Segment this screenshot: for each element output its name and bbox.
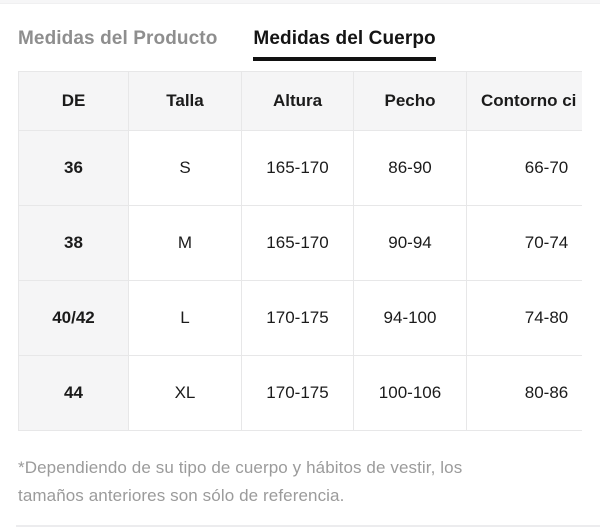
cell-pecho: 90-94 xyxy=(353,205,467,281)
cell-de: 44 xyxy=(18,355,129,431)
table-header-row: DE Talla Altura Pecho Contorno ci xyxy=(18,71,582,131)
cell-de: 36 xyxy=(18,130,129,206)
column-header-de: DE xyxy=(18,71,129,131)
cell-talla: XL xyxy=(128,355,242,431)
table-row: 36 S 165-170 86-90 66-70 xyxy=(18,130,582,206)
table-row: 38 M 165-170 90-94 70-74 xyxy=(18,205,582,281)
cell-pecho: 86-90 xyxy=(353,130,467,206)
cell-contorno: 80-86 xyxy=(466,355,582,431)
cell-contorno: 66-70 xyxy=(466,130,582,206)
disclaimer-line-2: tamaños anteriores son sólo de referenci… xyxy=(18,486,345,505)
cell-altura: 165-170 xyxy=(241,205,354,281)
bottom-divider-line xyxy=(16,525,600,527)
cell-altura: 170-175 xyxy=(241,355,354,431)
column-header-contorno: Contorno ci xyxy=(466,71,582,131)
column-header-altura: Altura xyxy=(241,71,354,131)
cell-talla: M xyxy=(128,205,242,281)
cell-altura: 165-170 xyxy=(241,130,354,206)
column-header-pecho: Pecho xyxy=(353,71,467,131)
cell-de: 40/42 xyxy=(18,280,129,356)
tab-product-measurements[interactable]: Medidas del Producto xyxy=(18,28,218,49)
size-guide-panel: Medidas del Producto Medidas del Cuerpo … xyxy=(0,4,600,510)
top-divider-strip xyxy=(0,0,600,4)
table-row: 40/42 L 170-175 94-100 74-80 xyxy=(18,280,582,356)
cell-contorno: 74-80 xyxy=(466,280,582,356)
cell-talla: S xyxy=(128,130,242,206)
size-disclaimer-note: *Dependiendo de su tipo de cuerpo y hábi… xyxy=(18,454,600,510)
cell-pecho: 100-106 xyxy=(353,355,467,431)
cell-talla: L xyxy=(128,280,242,356)
cell-contorno: 70-74 xyxy=(466,205,582,281)
cell-altura: 170-175 xyxy=(241,280,354,356)
column-header-talla: Talla xyxy=(128,71,242,131)
size-guide-tabs: Medidas del Producto Medidas del Cuerpo xyxy=(18,4,600,71)
tab-body-measurements[interactable]: Medidas del Cuerpo xyxy=(253,26,436,61)
size-table-scroll-container[interactable]: DE Talla Altura Pecho Contorno ci 36 S 1… xyxy=(18,71,582,431)
cell-pecho: 94-100 xyxy=(353,280,467,356)
body-measurements-table: DE Talla Altura Pecho Contorno ci 36 S 1… xyxy=(18,71,582,431)
table-row: 44 XL 170-175 100-106 80-86 xyxy=(18,355,582,431)
cell-de: 38 xyxy=(18,205,129,281)
disclaimer-line-1: *Dependiendo de su tipo de cuerpo y hábi… xyxy=(18,458,463,477)
